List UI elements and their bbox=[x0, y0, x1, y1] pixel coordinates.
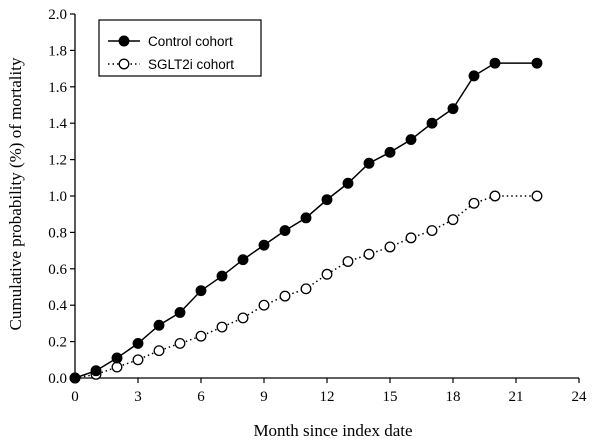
y-axis-title: Cumulative probability (%) of mortality bbox=[6, 57, 25, 330]
x-tick-label: 21 bbox=[509, 389, 524, 405]
data-point-control bbox=[69, 372, 81, 384]
data-point-sglt2i bbox=[405, 232, 417, 244]
data-point-control bbox=[195, 285, 207, 297]
x-axis-title: Month since index date bbox=[253, 421, 412, 440]
data-point-control bbox=[363, 157, 375, 169]
x-tick-label: 6 bbox=[197, 389, 205, 405]
data-point-control bbox=[216, 270, 228, 282]
series-layer bbox=[69, 57, 543, 384]
data-point-control bbox=[90, 365, 102, 377]
data-point-sglt2i bbox=[363, 248, 375, 260]
data-point-control bbox=[237, 254, 249, 266]
y-axis-ticks: 0.0 0.2 0.4 0.6 0.8 1.0 1.2 1.4 1.6 1.8 2.0 bbox=[48, 7, 75, 387]
data-point-sglt2i bbox=[531, 190, 543, 202]
data-point-control bbox=[405, 134, 417, 146]
data-point-sglt2i bbox=[279, 290, 291, 302]
data-point-control bbox=[489, 57, 501, 69]
legend-control-label: Control cohort bbox=[148, 34, 233, 49]
data-point-control bbox=[174, 307, 186, 318]
x-tick-label: 0 bbox=[71, 389, 79, 405]
legend-sglt2i-label: SGLT2i cohort bbox=[148, 57, 234, 72]
data-point-sglt2i bbox=[321, 268, 333, 280]
data-point-control bbox=[153, 319, 165, 331]
data-point-sglt2i bbox=[195, 330, 207, 342]
y-tick-label: 0.6 bbox=[48, 262, 67, 278]
data-point-sglt2i bbox=[237, 312, 249, 324]
data-point-control bbox=[132, 337, 144, 349]
data-point-sglt2i bbox=[300, 283, 312, 295]
series-line-sglt2i bbox=[74, 195, 537, 379]
data-point-sglt2i bbox=[174, 337, 186, 349]
data-point-sglt2i bbox=[132, 354, 144, 366]
data-point-control bbox=[342, 177, 354, 189]
y-tick-label: 0.8 bbox=[48, 225, 67, 241]
x-tick-label: 24 bbox=[572, 389, 588, 405]
data-point-sglt2i bbox=[153, 345, 165, 357]
data-point-control bbox=[468, 70, 480, 82]
x-axis-ticks: 0 3 6 9 12 15 18 21 24 bbox=[71, 378, 587, 405]
y-tick-label: 0.2 bbox=[48, 335, 67, 351]
y-tick-label: 1.8 bbox=[48, 43, 67, 59]
series-control bbox=[69, 57, 543, 384]
y-tick-label: 1.4 bbox=[48, 116, 67, 132]
y-tick-label: 0.0 bbox=[48, 371, 67, 387]
data-point-control bbox=[279, 225, 291, 237]
data-point-control bbox=[531, 57, 543, 69]
data-point-control bbox=[321, 194, 333, 206]
y-tick-label: 0.4 bbox=[48, 298, 67, 314]
legend-control-marker bbox=[118, 35, 130, 47]
x-tick-label: 18 bbox=[446, 389, 461, 405]
legend-sglt2i-marker bbox=[118, 58, 130, 70]
data-point-sglt2i bbox=[447, 214, 459, 226]
data-point-control bbox=[258, 239, 270, 251]
data-point-control bbox=[447, 103, 459, 115]
x-tick-label: 15 bbox=[383, 389, 398, 405]
x-tick-label: 12 bbox=[320, 389, 335, 405]
series-line-control bbox=[74, 62, 537, 379]
x-tick-label: 9 bbox=[260, 389, 268, 405]
data-point-sglt2i bbox=[489, 190, 501, 202]
y-tick-label: 1.6 bbox=[48, 80, 67, 96]
data-point-sglt2i bbox=[468, 197, 480, 209]
y-tick-label: 1.0 bbox=[48, 189, 67, 205]
data-point-sglt2i bbox=[342, 256, 354, 267]
legend: Control cohort SGLT2i cohort bbox=[98, 19, 262, 77]
x-tick-label: 3 bbox=[134, 389, 142, 405]
data-point-sglt2i bbox=[426, 225, 438, 237]
y-tick-label: 1.2 bbox=[48, 153, 67, 169]
data-point-sglt2i bbox=[384, 241, 396, 253]
data-point-sglt2i bbox=[111, 361, 123, 373]
data-point-control bbox=[426, 117, 438, 129]
data-point-sglt2i bbox=[216, 321, 228, 333]
data-point-control bbox=[384, 146, 396, 158]
y-tick-label: 2.0 bbox=[48, 7, 67, 23]
data-point-control bbox=[111, 352, 123, 364]
data-point-sglt2i bbox=[258, 299, 270, 311]
data-point-control bbox=[300, 212, 312, 224]
